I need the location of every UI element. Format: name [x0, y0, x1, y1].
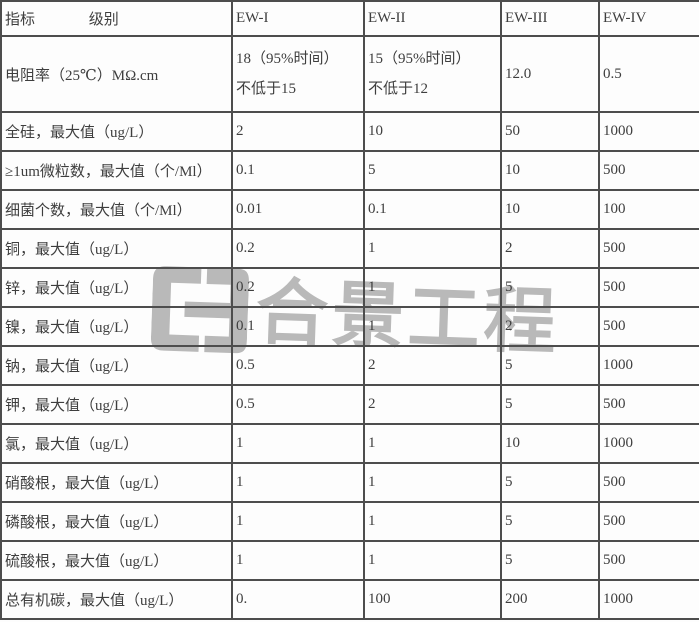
value-cell: 0.1 — [363, 189, 502, 230]
row-label: 磷酸根，最大值（ug/L） — [0, 501, 233, 542]
value-cell: 1 — [363, 267, 502, 308]
corner-header-cell: 指标 级别 — [0, 0, 233, 37]
value-cell: 500 — [598, 462, 699, 503]
table-row: 磷酸根，最大值（ug/L） 1 1 5 500 — [0, 501, 699, 542]
value-cell: 5 — [500, 462, 600, 503]
value-cell: 0.5 — [231, 345, 365, 386]
value-cell: 12.0 — [500, 35, 600, 113]
value-cell: 1 — [231, 540, 365, 581]
table-header-row: 指标 级别 EW-I EW-II EW-III EW-IV — [0, 0, 699, 37]
row-label: 钠，最大值（ug/L） — [0, 345, 233, 386]
table-row-resistivity: 电阻率（25℃）MΩ.cm 18（95%时间） 不低于15 15（95%时间） … — [0, 35, 699, 113]
table-row: ≥1um微粒数，最大值（个/Ml） 0.1 5 10 500 — [0, 150, 699, 191]
value-cell: 0.1 — [231, 150, 365, 191]
value-cell: 50 — [500, 111, 600, 152]
row-label: 细菌个数，最大值（个/Ml） — [0, 189, 233, 230]
value-cell: 0.1 — [231, 306, 365, 347]
value-cell: 1 — [231, 501, 365, 542]
value-line: 15（95%时间） — [368, 51, 471, 67]
value-cell: 500 — [598, 306, 699, 347]
value-cell: 1000 — [598, 423, 699, 464]
value-cell: 2 — [500, 228, 600, 269]
table-row: 氯，最大值（ug/L） 1 1 10 1000 — [0, 423, 699, 464]
row-label: 总有机碳，最大值（ug/L） — [0, 579, 233, 620]
value-cell: 1 — [363, 462, 502, 503]
row-label: 电阻率（25℃）MΩ.cm — [0, 35, 233, 113]
value-cell: 500 — [598, 501, 699, 542]
value-cell: 200 — [500, 579, 600, 620]
value-cell: 5 — [500, 384, 600, 425]
value-cell: 1 — [231, 462, 365, 503]
table-row: 总有机碳，最大值（ug/L） 0. 100 200 1000 — [0, 579, 699, 620]
value-cell: 5 — [500, 540, 600, 581]
value-cell: 2 — [500, 306, 600, 347]
value-cell: 10 — [500, 150, 600, 191]
table-row: 硝酸根，最大值（ug/L） 1 1 5 500 — [0, 462, 699, 503]
value-line: 18（95%时间） — [236, 51, 339, 67]
table-row: 铜，最大值（ug/L） 0.2 1 2 500 — [0, 228, 699, 269]
row-label: 硫酸根，最大值（ug/L） — [0, 540, 233, 581]
table-row: 锌，最大值（ug/L） 0.2 1 5 500 — [0, 267, 699, 308]
column-header-ew2: EW-II — [363, 0, 502, 37]
row-label: 锌，最大值（ug/L） — [0, 267, 233, 308]
column-header-ew1: EW-I — [231, 0, 365, 37]
column-header-ew3: EW-III — [500, 0, 600, 37]
value-cell: 2 — [363, 384, 502, 425]
value-cell: 500 — [598, 540, 699, 581]
value-line: 不低于12 — [368, 81, 429, 97]
row-label: 硝酸根，最大值（ug/L） — [0, 462, 233, 503]
value-cell: 1 — [363, 423, 502, 464]
table-row: 钠，最大值（ug/L） 0.5 2 5 1000 — [0, 345, 699, 386]
value-cell: 5 — [500, 267, 600, 308]
table-row: 全硅，最大值（ug/L） 2 10 50 1000 — [0, 111, 699, 152]
value-cell: 1 — [231, 423, 365, 464]
value-cell: 1 — [363, 228, 502, 269]
value-cell: 0.01 — [231, 189, 365, 230]
row-label: ≥1um微粒数，最大值（个/Ml） — [0, 150, 233, 191]
row-label: 铜，最大值（ug/L） — [0, 228, 233, 269]
value-cell: 1000 — [598, 345, 699, 386]
column-header-ew4: EW-IV — [598, 0, 699, 37]
value-cell: 1 — [363, 501, 502, 542]
value-cell: 500 — [598, 267, 699, 308]
value-line: 不低于15 — [236, 81, 297, 97]
value-cell: 5 — [500, 501, 600, 542]
value-cell: 5 — [363, 150, 502, 191]
value-cell: 500 — [598, 228, 699, 269]
value-cell: 2 — [231, 111, 365, 152]
value-cell: 1000 — [598, 111, 699, 152]
value-cell: 5 — [500, 345, 600, 386]
table-row: 细菌个数，最大值（个/Ml） 0.01 0.1 10 100 — [0, 189, 699, 230]
value-cell: 1 — [363, 306, 502, 347]
value-cell: 0. — [231, 579, 365, 620]
row-label: 氯，最大值（ug/L） — [0, 423, 233, 464]
value-cell: 18（95%时间） 不低于15 — [231, 35, 365, 113]
table-row: 钾，最大值（ug/L） 0.5 2 5 500 — [0, 384, 699, 425]
value-cell: 0.5 — [598, 35, 699, 113]
value-cell: 100 — [363, 579, 502, 620]
value-cell: 1000 — [598, 579, 699, 620]
table-row: 镍，最大值（ug/L） 0.1 1 2 500 — [0, 306, 699, 347]
row-label: 钾，最大值（ug/L） — [0, 384, 233, 425]
value-cell: 10 — [500, 423, 600, 464]
corner-label-indicator: 指标 — [5, 12, 36, 28]
row-label: 全硅，最大值（ug/L） — [0, 111, 233, 152]
value-cell: 500 — [598, 384, 699, 425]
value-cell: 0.2 — [231, 228, 365, 269]
value-cell: 100 — [598, 189, 699, 230]
value-cell: 10 — [500, 189, 600, 230]
value-cell: 15（95%时间） 不低于12 — [363, 35, 502, 113]
value-cell: 500 — [598, 150, 699, 191]
corner-label-grade: 级别 — [88, 12, 119, 28]
row-label: 镍，最大值（ug/L） — [0, 306, 233, 347]
value-cell: 1 — [363, 540, 502, 581]
value-cell: 10 — [363, 111, 502, 152]
value-cell: 2 — [363, 345, 502, 386]
table-row: 硫酸根，最大值（ug/L） 1 1 5 500 — [0, 540, 699, 581]
value-cell: 0.2 — [231, 267, 365, 308]
value-cell: 0.5 — [231, 384, 365, 425]
